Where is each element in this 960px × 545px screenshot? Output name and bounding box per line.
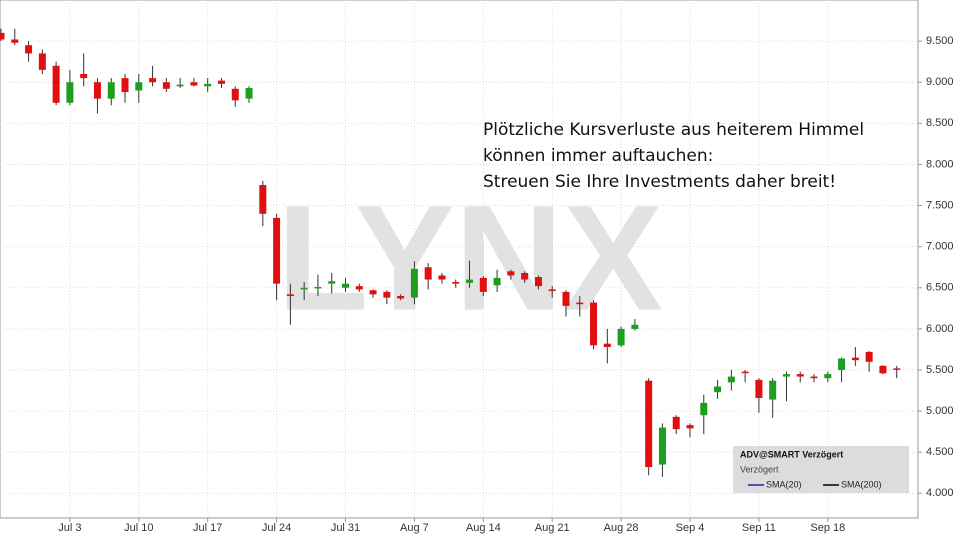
candle-body: [245, 87, 253, 99]
candle-body: [80, 74, 88, 79]
x-tick-label: Jul 3: [58, 522, 81, 534]
y-tick-label: 8.000: [926, 158, 954, 170]
candle-body: [521, 272, 529, 280]
candle-body: [259, 185, 267, 214]
y-tick-label: 4.500: [926, 446, 954, 458]
x-tick-label: Jul 31: [331, 522, 360, 534]
annotation: Plötzliche Kursverluste aus heiterem Him…: [483, 120, 864, 140]
candle-body: [314, 286, 322, 289]
candle-body: [176, 84, 184, 87]
candle-body: [851, 357, 859, 361]
watermark: LYNX: [277, 174, 663, 342]
candle-body: [507, 271, 515, 276]
y-tick-label: 7.000: [926, 241, 954, 253]
candle-body: [383, 291, 391, 298]
candle-body: [534, 277, 542, 287]
candle-body: [603, 343, 611, 347]
candle-body: [52, 65, 60, 103]
candle-body: [273, 217, 281, 284]
x-tick-label: Sep 11: [742, 522, 776, 534]
candle-body: [452, 282, 460, 284]
candle-body: [617, 328, 625, 346]
candle-body: [838, 358, 846, 370]
candle-body: [231, 88, 239, 101]
x-tick-label: Aug 7: [400, 522, 429, 534]
candle-body: [658, 427, 666, 465]
candle-body: [672, 416, 680, 430]
candle-body: [217, 80, 225, 84]
candle-body: [328, 281, 336, 284]
candle-body: [879, 365, 887, 374]
candle-body: [590, 302, 598, 346]
y-tick-label: 4.000: [926, 487, 954, 499]
annotation: Streuen Sie Ihre Investments daher breit…: [483, 172, 836, 192]
y-tick-label: 9.500: [926, 35, 954, 47]
candle-body: [700, 402, 708, 416]
candle-body: [162, 82, 170, 89]
candle-body: [107, 82, 115, 99]
y-tick-label: 7.500: [926, 199, 954, 211]
candle-body: [714, 386, 722, 393]
x-tick-label: Jul 24: [262, 522, 291, 534]
x-tick-label: Sep 18: [810, 522, 845, 534]
info-title: ADV@SMART Verzögert: [740, 449, 843, 459]
y-tick-label: 6.500: [926, 282, 954, 294]
annotation: können immer auftauchen:: [483, 146, 713, 166]
candle-body: [548, 289, 556, 292]
candle-body: [631, 324, 639, 329]
candle-body: [782, 374, 790, 377]
candle-body: [562, 291, 570, 306]
candle-body: [769, 380, 777, 400]
candle-body: [369, 290, 377, 295]
x-tick-label: Sep 4: [676, 522, 705, 534]
y-tick-label: 5.500: [926, 364, 954, 376]
legend-label: SMA(20): [766, 479, 802, 489]
candle-body: [11, 39, 19, 43]
candle-body: [93, 82, 101, 99]
candle-body: [355, 286, 363, 290]
candle-body: [424, 267, 432, 280]
y-tick-label: 6.000: [926, 323, 954, 335]
candle-body: [204, 83, 212, 87]
candle-body: [755, 379, 763, 398]
candle-body: [0, 32, 5, 40]
candle-body: [438, 275, 446, 280]
candle-body: [38, 53, 46, 70]
candle-body: [135, 82, 143, 91]
candle-body: [865, 351, 873, 362]
x-tick-label: Jul 17: [193, 522, 222, 534]
candle-body: [149, 78, 157, 83]
candle-body: [342, 283, 349, 288]
candle-body: [645, 380, 653, 468]
candle-body: [796, 374, 804, 377]
candle-body: [824, 374, 832, 379]
candle-body: [300, 287, 308, 290]
candle-body: [576, 302, 584, 305]
candle-body: [727, 376, 735, 383]
candle-body: [25, 45, 33, 54]
candle-body: [810, 376, 818, 379]
candle-body: [121, 78, 129, 93]
x-tick-label: Aug 14: [466, 522, 501, 534]
candle-body: [493, 277, 501, 286]
y-tick-label: 9.000: [926, 76, 954, 88]
x-tick-label: Aug 28: [604, 522, 639, 534]
candle-body: [479, 277, 487, 292]
y-tick-label: 8.500: [926, 117, 954, 129]
legend-label: SMA(200): [841, 479, 882, 489]
info-subtitle: Verzögert: [740, 464, 779, 474]
candle-body: [410, 268, 418, 298]
candle-body: [466, 279, 474, 283]
candle-body: [190, 82, 198, 86]
x-tick-label: Jul 10: [124, 522, 153, 534]
x-tick-label: Aug 21: [535, 522, 570, 534]
candle-body: [397, 296, 405, 299]
candle-body: [893, 368, 901, 370]
candle-body: [686, 425, 694, 429]
candle-body: [66, 82, 74, 103]
candle-body: [286, 294, 294, 296]
y-tick-label: 5.000: [926, 405, 954, 417]
candle-body: [741, 371, 749, 374]
